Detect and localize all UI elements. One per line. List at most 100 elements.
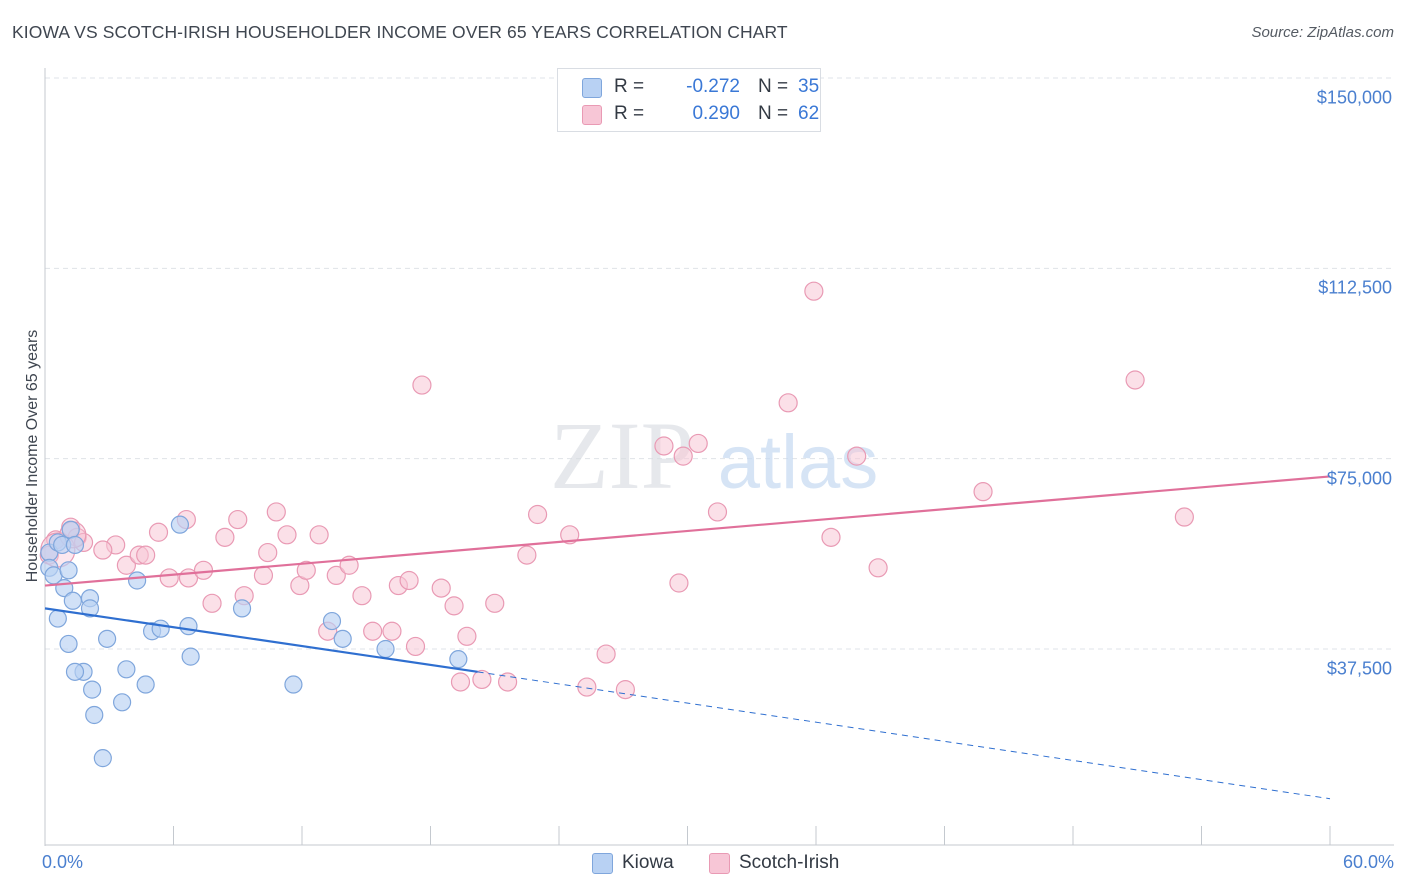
scotch-irish-point: [654, 436, 674, 456]
scotch-irish-trend-line: [44, 475, 1331, 587]
scotch-irish-point: [673, 446, 693, 466]
kiowa-point: [59, 561, 78, 580]
scotch-irish-point: [847, 446, 867, 466]
scotch-irish-point: [707, 502, 728, 522]
y-tick-label: $75,000: [1326, 468, 1392, 489]
scotch-irish-point: [93, 540, 113, 560]
kiowa-point: [449, 650, 468, 669]
kiowa-point: [98, 629, 117, 648]
kiowa-trend-extension: [477, 671, 1331, 800]
chart-title: KIOWA VS SCOTCH-IRISH HOUSEHOLDER INCOME…: [12, 22, 788, 42]
scotch-irish-point: [778, 393, 798, 413]
scotch-irish-point: [266, 502, 286, 522]
scotch-irish-point: [450, 672, 471, 692]
kiowa-trend-line: [44, 607, 478, 673]
scotch-irish-point: [596, 644, 616, 664]
scotch-irish-point: [228, 509, 248, 530]
scotch-irish-point: [457, 626, 477, 646]
scotch-irish-point: [326, 565, 346, 586]
kiowa-point: [65, 535, 85, 555]
scotch-irish-point: [296, 560, 316, 580]
kiowa-point: [181, 647, 200, 666]
scotch-irish-point: [527, 504, 548, 525]
kiowa-point: [61, 520, 80, 539]
scotch-irish-point: [258, 542, 278, 563]
kiowa-point: [83, 680, 102, 699]
scotch-irish-point: [472, 669, 492, 690]
scotch-irish-point: [159, 568, 179, 588]
kiowa-point: [322, 611, 342, 631]
kiowa-point: [117, 660, 136, 679]
scotch-irish-point: [136, 545, 156, 565]
scotch-irish-point: [1125, 370, 1145, 390]
scotch-irish-point: [1174, 507, 1194, 527]
watermark-zip: ZIP: [550, 402, 694, 509]
kiowa-point: [127, 571, 147, 590]
kiowa-point: [48, 609, 67, 628]
scotch-irish-point: [669, 573, 689, 593]
legend-swatch-scotch-irish: [582, 105, 602, 125]
scotch-irish-point: [498, 672, 518, 692]
kiowa-points: [40, 515, 468, 768]
bottom-legend-label: Scotch-Irish: [739, 852, 840, 873]
legend-n-value: 62: [798, 103, 820, 124]
scotch-irish-point: [253, 565, 274, 586]
scotch-irish-point: [688, 433, 708, 454]
kiowa-point: [333, 629, 352, 648]
bottom-legend-swatch-kiowa: [592, 853, 613, 874]
scotch-irish-point: [485, 593, 505, 613]
kiowa-point: [59, 634, 78, 654]
legend-r-label: R =: [614, 103, 645, 124]
kiowa-point: [112, 693, 132, 712]
legend-swatch-kiowa: [582, 78, 602, 98]
scotch-irish-point: [399, 570, 419, 591]
kiowa-point: [376, 639, 395, 659]
legend-r-value: -0.272: [686, 76, 740, 97]
scotch-irish-point: [973, 482, 993, 502]
correlation-legend: R = -0.272 N = 35 R = 0.290 N = 62: [557, 68, 821, 132]
scotch-irish-point: [821, 527, 841, 547]
scotch-irish-point: [615, 680, 635, 700]
kiowa-point: [284, 675, 303, 694]
kiowa-point: [232, 599, 252, 618]
kiowa-point: [65, 662, 85, 681]
scotch-irish-point: [412, 375, 432, 395]
kiowa-point: [179, 617, 198, 636]
kiowa-point: [136, 675, 155, 694]
gridlines: [45, 77, 1394, 650]
scotch-irish-point: [215, 527, 235, 547]
legend-n-value: 35: [798, 76, 820, 97]
scotch-irish-point: [116, 555, 136, 575]
scotch-irish-point: [382, 621, 402, 641]
scotch-irish-point: [804, 281, 824, 301]
kiowa-point: [93, 749, 112, 768]
legend-n-label: N =: [758, 76, 789, 97]
legend-r-value: 0.290: [692, 103, 740, 124]
legend-n-label: N =: [758, 103, 789, 124]
source-label: Source: ZipAtlas.com: [1251, 24, 1394, 41]
kiowa-point: [80, 599, 100, 618]
trend-lines: [44, 475, 1331, 800]
scotch-irish-point: [444, 596, 464, 616]
bottom-legend-label: Kiowa: [622, 852, 674, 873]
scotch-irish-point: [309, 525, 329, 545]
x-axis: [44, 68, 1394, 846]
x-tick-min: 0.0%: [42, 852, 84, 872]
scotch-irish-point: [405, 636, 426, 657]
scotch-irish-point: [193, 560, 214, 580]
scotch-irish-point: [868, 558, 888, 578]
kiowa-point: [151, 619, 170, 638]
kiowa-point: [63, 591, 82, 610]
scotch-irish-point: [560, 525, 580, 545]
scotch-irish-point: [431, 578, 451, 598]
scotch-irish-point: [352, 586, 372, 606]
kiowa-point: [85, 705, 104, 725]
scotch-irish-point: [363, 621, 383, 641]
scotch-irish-point: [148, 522, 169, 542]
legend-r-label: R =: [614, 76, 645, 97]
y-tick-label: $112,500: [1318, 277, 1392, 298]
scotch-irish-point: [517, 545, 537, 565]
scotch-irish-point: [202, 593, 222, 613]
y-tick-label: $37,500: [1326, 658, 1392, 679]
